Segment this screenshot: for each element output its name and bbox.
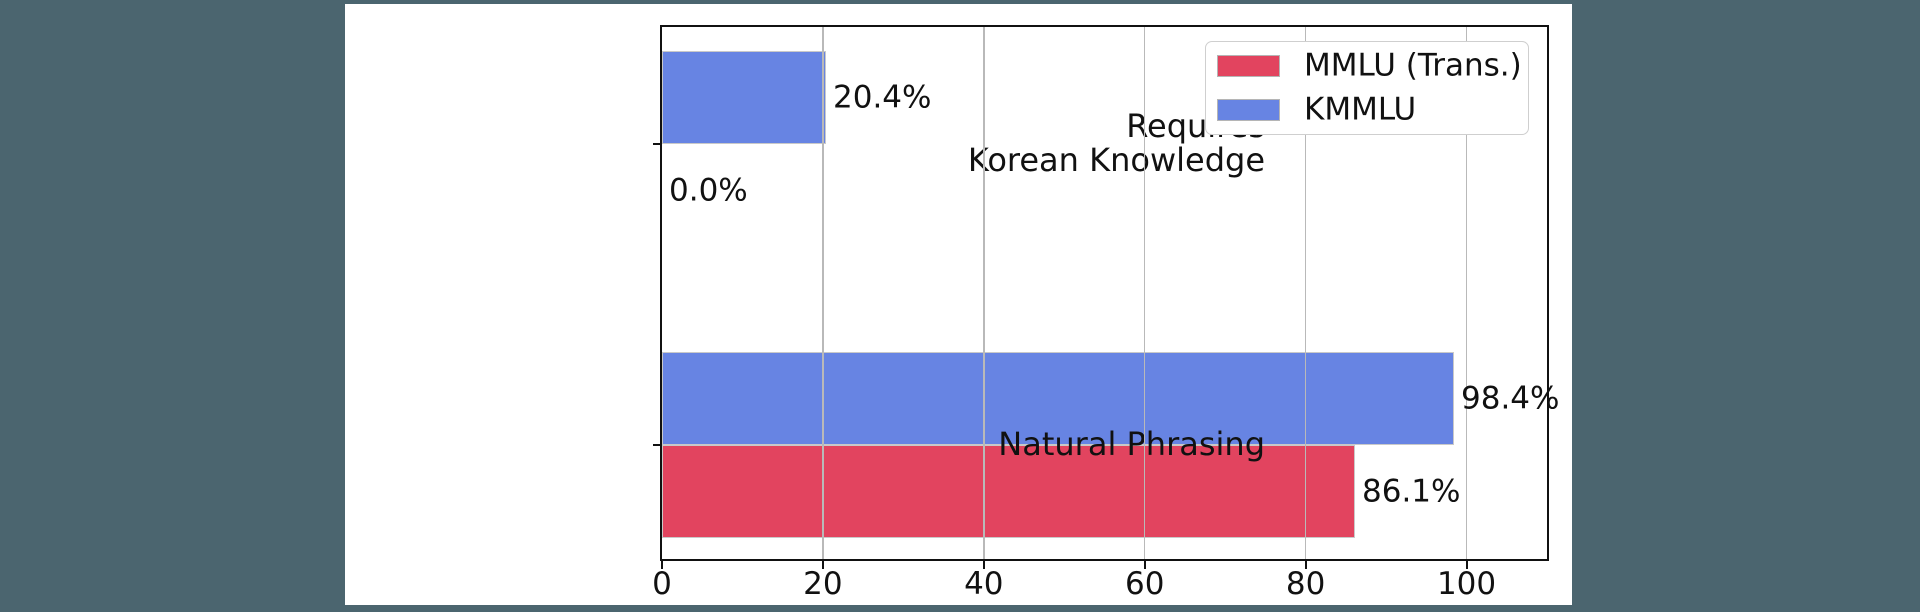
bar-value-label: 98.4% (1461, 380, 1560, 416)
x-tick-label: 80 (1285, 566, 1326, 602)
bar-value-label: 0.0% (669, 172, 748, 208)
gridline-x-80 (1304, 27, 1307, 559)
x-tick-mark (821, 561, 824, 569)
gridline-x-40 (983, 27, 985, 559)
x-tick-label: 0 (652, 566, 672, 602)
bar-value-label: 86.1% (1362, 473, 1461, 509)
legend-swatch-kmmlu (1217, 99, 1280, 121)
y-tick-mark (653, 143, 661, 145)
y-tick-mark (653, 444, 661, 446)
x-tick-mark (1304, 561, 1307, 569)
legend-swatch-mmlu (1217, 55, 1280, 77)
bar-kmmlu (662, 51, 826, 144)
legend-label: KMMLU (1304, 91, 1417, 128)
bar-value-label: 20.4% (833, 79, 932, 115)
x-tick-label: 20 (803, 566, 843, 602)
chart-figure: 0.0% 20.4% 86.1% 98.4% MMLU (Trans.) KMMLU 0… (345, 4, 1572, 605)
gridline-x-60 (1143, 27, 1146, 559)
x-tick-label: 100 (1436, 566, 1497, 602)
legend-row: MMLU (Trans.) (1206, 44, 1528, 88)
x-tick-label: 40 (964, 566, 1004, 602)
category-label: Natural Phrasing (998, 425, 1265, 464)
x-tick-mark (1143, 561, 1146, 569)
x-tick-mark (982, 561, 985, 569)
legend: MMLU (Trans.) KMMLU (1205, 41, 1529, 135)
legend-label: MMLU (Trans.) (1304, 47, 1522, 84)
gridline-x-20 (822, 27, 824, 559)
x-tick-label: 60 (1124, 566, 1165, 602)
x-tick-mark (1465, 561, 1468, 569)
bar-kmmlu (662, 352, 1454, 445)
legend-row: KMMLU (1206, 88, 1528, 132)
gridline-x-100 (1465, 27, 1468, 559)
bar-mmlu-trans (662, 445, 1355, 538)
x-tick-mark (661, 561, 663, 569)
category-label: Requires Korean Knowledge (967, 107, 1265, 179)
